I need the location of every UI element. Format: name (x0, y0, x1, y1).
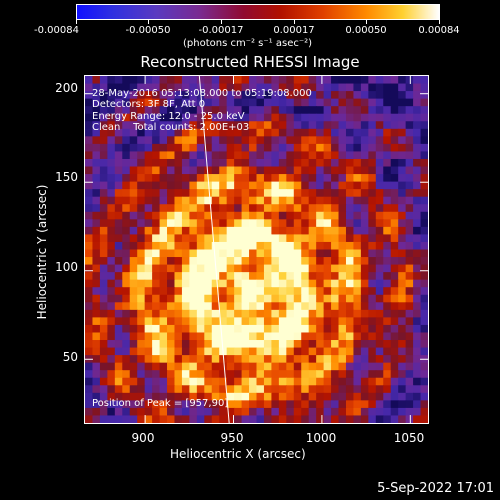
y-tick-label: 50 (62, 350, 78, 364)
colorbar (76, 4, 440, 20)
y-tick-label: 200 (55, 81, 78, 95)
x-axis-label: Heliocentric X (arcsec) (170, 447, 306, 461)
colorbar-tick-label: -0.00084 (34, 25, 79, 36)
colorbar-tick (439, 20, 440, 24)
rhessi-image-plot (84, 75, 429, 424)
colorbar-tick (148, 20, 149, 24)
info-clean-counts: Clean Total counts: 2.00E+03 (92, 122, 250, 133)
info-detectors: Detectors: 3F 8F, Att 0 (92, 99, 206, 110)
colorbar-tick (294, 20, 295, 24)
rhessi-image (85, 76, 428, 423)
x-tick-label: 1000 (305, 431, 337, 445)
colorbar-tick-label: 0.00050 (345, 25, 387, 36)
y-axis-label: Heliocentric Y (arcsec) (35, 184, 49, 320)
colorbar-tick-label: -0.00050 (125, 25, 171, 36)
x-tick-label: 900 (131, 431, 155, 445)
y-tick-label: 150 (55, 170, 78, 184)
solar-limb-line (198, 76, 230, 423)
colorbar-tick (366, 20, 367, 24)
colorbar-tick (76, 20, 77, 24)
colorbar-tick-label: -0.00017 (198, 25, 244, 36)
colorbar-units: (photons cm⁻² s⁻¹ asec⁻²) (183, 38, 313, 49)
timestamp: 5-Sep-2022 17:01 (377, 481, 494, 496)
colorbar-tick-label: 0.00084 (418, 25, 460, 36)
info-time-range: 28-May-2016 05:13:08.000 to 05:19:08.000 (92, 88, 312, 99)
colorbar-tick (221, 20, 222, 24)
info-energy-range: Energy Range: 12.0 - 25.0 keV (92, 111, 245, 122)
peak-position-label: Position of Peak = [957,90] (92, 398, 229, 409)
plot-title: Reconstructed RHESSI Image (140, 53, 360, 71)
x-tick-label: 950 (220, 431, 244, 445)
colorbar-tick-label: 0.00017 (273, 25, 315, 36)
x-tick-label: 1050 (393, 431, 425, 445)
y-tick-label: 100 (55, 260, 78, 274)
